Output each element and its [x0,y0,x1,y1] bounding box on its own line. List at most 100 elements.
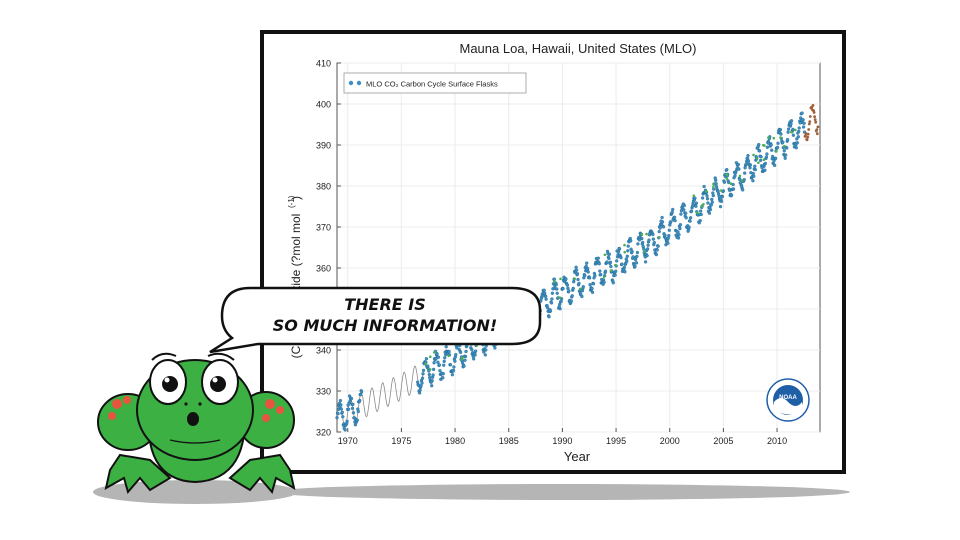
data-point [667,228,671,232]
data-point [666,241,670,245]
data-point [784,153,788,157]
data-point [657,229,661,234]
data-point [655,248,659,252]
data-point [635,254,639,259]
data-point [676,230,680,234]
data-point [802,121,806,125]
data-point [629,239,633,243]
data-point [636,242,640,246]
data-point [343,428,347,432]
data-point [339,407,343,411]
data-point [451,368,456,373]
data-point [688,219,692,223]
data-point [430,384,434,388]
data-point-outlier [623,243,626,247]
data-point [757,142,761,147]
data-point [569,299,573,303]
data-point-outlier [740,179,744,182]
data-point-outlier [461,356,464,360]
data-point [757,149,762,153]
data-point [641,240,645,245]
data-point [711,193,715,198]
data-point [419,384,423,388]
data-point [566,286,570,291]
data-point-outlier [558,296,562,299]
data-point [576,277,580,282]
data-point-outlier [738,174,742,178]
frog-character [93,352,297,504]
data-point [443,356,447,360]
data-point [744,162,748,167]
legend: MLO CO₂ Carbon Cycle Surface Flasks [343,72,527,94]
data-point [561,286,565,291]
data-point [633,264,637,269]
x-tick-label: 2010 [767,436,787,446]
speech-bubble: THERE IS SO MUCH INFORMATION! [209,286,542,354]
data-point [572,280,576,284]
data-point [746,159,751,163]
data-point [654,252,658,257]
data-point [667,233,671,238]
data-point [472,357,476,361]
data-point [441,372,445,376]
data-point [420,381,424,385]
data-point [359,392,363,397]
data-point [763,168,767,172]
data-point [789,122,793,126]
data-point [447,350,451,354]
data-point [617,247,622,251]
data-point-outlier [729,182,733,185]
data-point-outlier [700,205,704,208]
data-point [586,270,590,274]
data-point [753,167,757,172]
data-point [558,307,562,311]
data-point [801,118,805,122]
data-point [710,200,714,204]
data-point-outlier [763,144,766,147]
data-point [796,135,800,139]
x-tick-label: 1985 [499,436,519,446]
data-point [550,291,555,295]
legend-box [343,72,527,94]
data-point [776,141,780,145]
data-point [593,274,597,278]
data-point-recent [813,115,816,119]
data-point [764,155,769,159]
data-point-outlier [790,130,793,134]
data-point-outlier [573,277,576,281]
speech-bubble-shape [209,286,542,354]
y-tick-label: 390 [316,141,331,151]
data-point [660,220,665,224]
data-point-recent [808,120,812,123]
data-point [720,194,725,199]
data-point [718,204,723,209]
data-point-outlier [772,136,776,140]
data-point [693,196,697,200]
data-point-outlier [757,161,760,165]
data-point [717,194,721,198]
data-point-recent [808,115,812,118]
data-point [442,363,446,367]
data-point [428,375,432,380]
data-point [708,207,713,212]
data-point [435,352,439,356]
data-point [625,254,629,258]
data-point [565,283,570,287]
data-point [661,225,666,229]
data-point [453,359,457,363]
data-point [678,226,682,231]
data-point [688,216,693,220]
data-point-recent [806,135,810,139]
data-point [463,358,467,362]
data-point-outlier [578,287,582,291]
data-point [609,264,613,269]
data-point [758,158,763,163]
data-point [626,244,630,248]
data-point [771,154,775,159]
data-point-outlier [719,189,723,192]
frog-mouth [187,412,199,426]
chart-board: 320330340350360370380390400410 197019751… [260,30,846,474]
data-point [424,357,429,361]
data-point [626,249,630,253]
data-point [647,238,651,242]
